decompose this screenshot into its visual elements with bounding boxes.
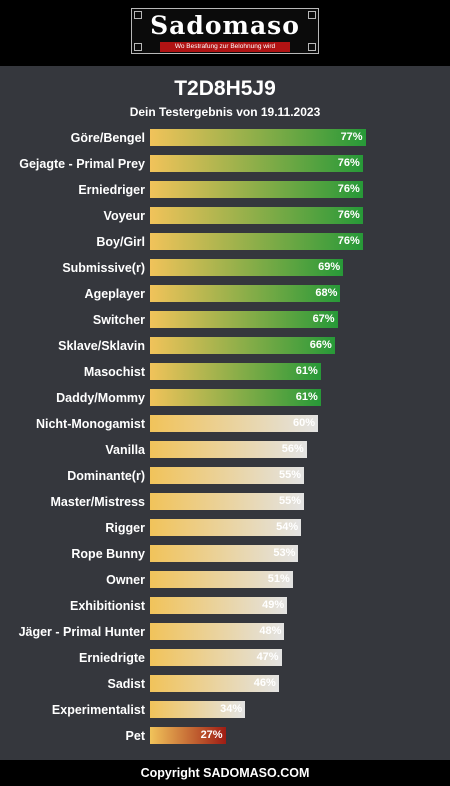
- result-bar: [150, 597, 288, 614]
- result-bar: [150, 181, 363, 198]
- result-bar: [150, 701, 246, 718]
- bar-value-label: 55%: [278, 495, 301, 507]
- logo-corner-ornament: [134, 43, 142, 51]
- category-label: Dominante(r): [67, 469, 145, 483]
- result-bar: [150, 571, 293, 588]
- result-bar: [150, 285, 341, 302]
- category-label: Voyeur: [103, 209, 145, 223]
- result-bar: [150, 311, 338, 328]
- bar-value-label: 69%: [318, 261, 341, 273]
- bar-value-label: 67%: [312, 313, 335, 325]
- bar-value-label: 61%: [295, 391, 318, 403]
- result-bar: [150, 337, 335, 354]
- bar-value-label: 76%: [337, 235, 360, 247]
- result-bar: [150, 363, 321, 380]
- result-bar: [150, 675, 279, 692]
- category-label: Rigger: [105, 521, 145, 535]
- bar-value-label: 34%: [220, 703, 243, 715]
- category-label: Jäger - Primal Hunter: [18, 625, 145, 639]
- bar-value-label: 60%: [292, 417, 315, 429]
- category-label: Exhibitionist: [70, 599, 145, 613]
- bar-value-label: 56%: [281, 443, 304, 455]
- category-label: Ageplayer: [84, 287, 145, 301]
- bar-value-label: 48%: [259, 625, 282, 637]
- result-bar: [150, 441, 307, 458]
- category-label: Rope Bunny: [71, 547, 145, 561]
- category-label: Gejagte - Primal Prey: [19, 157, 145, 171]
- logo-wordmark: Sadomaso: [150, 11, 300, 40]
- result-bar: [150, 389, 321, 406]
- category-label: Vanilla: [105, 443, 145, 457]
- category-label: Switcher: [92, 313, 145, 327]
- bar-value-label: 76%: [337, 157, 360, 169]
- bar-value-label: 54%: [276, 521, 299, 533]
- bar-value-label: 76%: [337, 183, 360, 195]
- bar-value-label: 53%: [273, 547, 296, 559]
- result-bar: [150, 233, 363, 250]
- logo-corner-ornament: [308, 43, 316, 51]
- result-bar: [150, 649, 282, 666]
- bar-value-label: 47%: [256, 651, 279, 663]
- bar-value-label: 46%: [253, 677, 276, 689]
- category-label: Boy/Girl: [96, 235, 145, 249]
- category-label: Sklave/Sklavin: [58, 339, 145, 353]
- site-logo[interactable]: Sadomaso Wo Bestrafung zur Belohnung wir…: [131, 8, 319, 54]
- category-label: Masochist: [83, 365, 145, 379]
- result-title: T2D8H5J9: [174, 77, 276, 100]
- bar-value-label: 51%: [267, 573, 290, 585]
- bar-value-label: 76%: [337, 209, 360, 221]
- bar-value-label: 49%: [262, 599, 285, 611]
- result-subtitle: Dein Testergebnis von 19.11.2023: [129, 105, 321, 119]
- result-bar: [150, 623, 285, 640]
- site-header: Sadomaso Wo Bestrafung zur Belohnung wir…: [0, 0, 450, 66]
- result-bar: [150, 493, 304, 510]
- result-bar: [150, 415, 318, 432]
- bar-value-label: 68%: [315, 287, 338, 299]
- result-bar: [150, 727, 226, 744]
- category-label: Pet: [125, 729, 145, 743]
- bar-value-label: 77%: [340, 131, 363, 143]
- category-label: Göre/Bengel: [70, 131, 145, 145]
- result-bar: [150, 519, 302, 536]
- category-label: Nicht-Monogamist: [35, 417, 145, 431]
- category-label: Owner: [106, 573, 145, 587]
- category-label: Master/Mistress: [50, 495, 146, 509]
- category-label: Erniedrigte: [79, 651, 145, 665]
- category-label: Experimentalist: [51, 703, 145, 717]
- footer-copyright: Copyright SADOMASO.COM: [0, 760, 450, 786]
- bar-value-label: 55%: [278, 469, 301, 481]
- bar-value-label: 27%: [200, 729, 223, 741]
- logo-corner-ornament: [134, 11, 142, 19]
- bar-value-label: 66%: [309, 339, 332, 351]
- logo-corner-ornament: [308, 11, 316, 19]
- category-label: Daddy/Mommy: [56, 391, 145, 405]
- category-label: Sadist: [107, 677, 145, 691]
- logo-tagline: Wo Bestrafung zur Belohnung wird: [160, 42, 290, 52]
- result-bar: [150, 259, 344, 276]
- result-bar: [150, 467, 304, 484]
- result-bar: [150, 207, 363, 224]
- category-label: Erniedriger: [78, 183, 145, 197]
- result-bar: [150, 155, 363, 172]
- bar-value-label: 61%: [295, 365, 318, 377]
- result-bar: [150, 545, 299, 562]
- result-bar: [150, 129, 366, 146]
- category-label: Submissive(r): [62, 261, 145, 275]
